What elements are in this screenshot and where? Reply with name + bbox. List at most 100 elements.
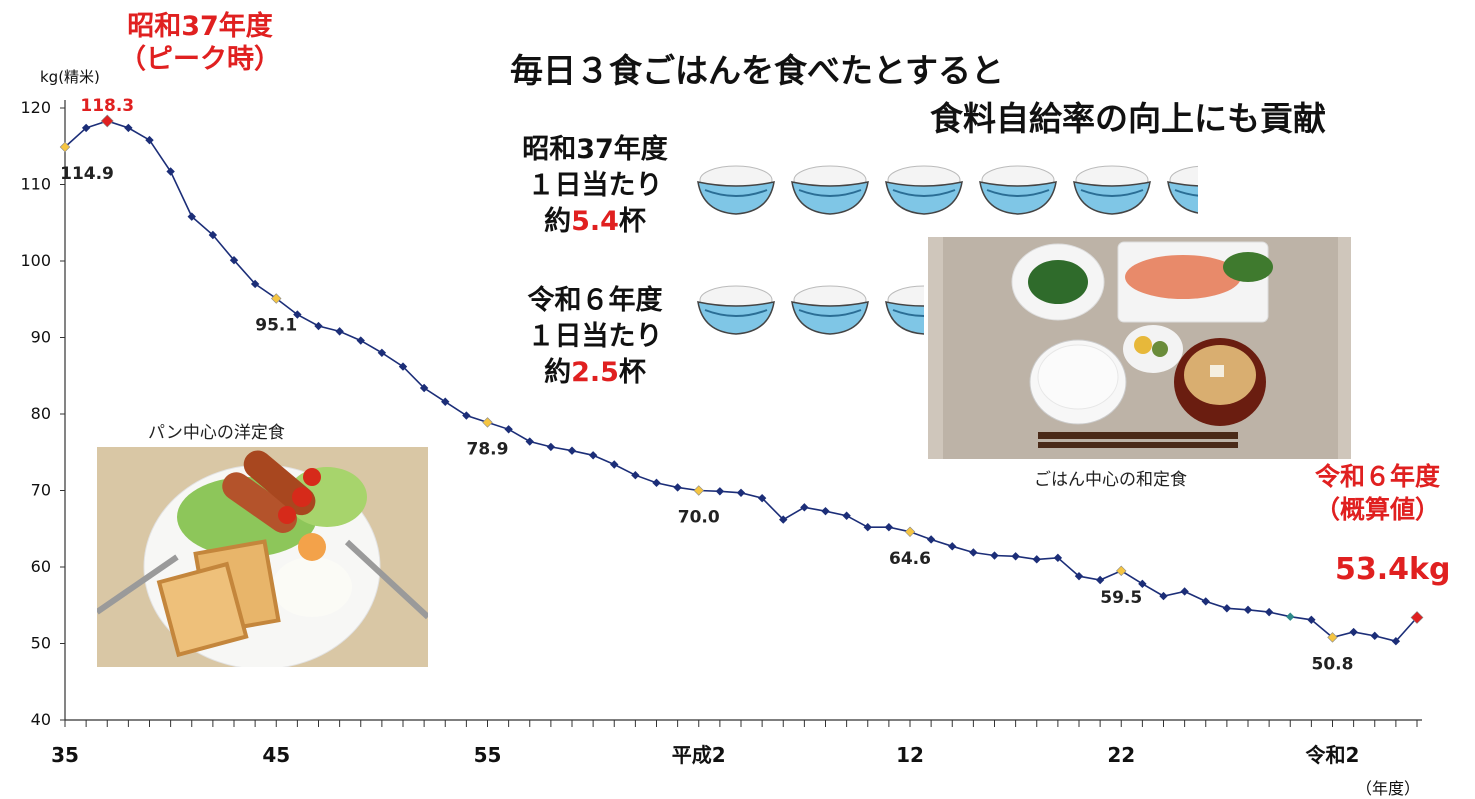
data-point — [314, 321, 323, 331]
data-point — [863, 523, 872, 532]
data-point — [990, 551, 999, 560]
data-point — [145, 135, 154, 145]
rice-bowl — [789, 280, 871, 340]
data-point — [736, 488, 746, 497]
stat-showa-amount: 5.4 — [571, 206, 619, 237]
rice-bowl-icon — [979, 165, 1057, 215]
data-point — [842, 511, 851, 520]
peak-label: 昭和37年度 （ピーク時） — [100, 10, 300, 76]
data-point — [1180, 587, 1189, 596]
data-point — [271, 293, 282, 304]
data-point — [166, 167, 175, 176]
y-tick-label: 80 — [31, 404, 51, 423]
latest-value: 53.4kg — [1335, 552, 1451, 587]
y-tick-label: 90 — [31, 328, 51, 347]
latest-label-year: 令和６年度 — [1314, 462, 1440, 491]
data-point — [419, 383, 429, 393]
x-axis-ticks: 35 45 55 平成2 12 22 令和2 — [51, 720, 1418, 767]
japanese-meal-photo — [928, 237, 1351, 459]
y-tick-label: 70 — [31, 481, 51, 500]
stat-reiwa: 令和６年度 １日当たり 約2.5杯 — [495, 283, 695, 391]
x-tick-label: 45 — [262, 743, 290, 767]
rice-bowl-icon — [697, 285, 775, 335]
peak-label-year: 昭和37年度 — [127, 11, 273, 42]
data-point — [398, 362, 408, 371]
data-point — [1327, 632, 1338, 643]
rice-bowl — [883, 280, 924, 340]
x-axis-unit: （年度） — [1355, 779, 1420, 798]
rice-bowl-icon — [697, 165, 775, 215]
data-point — [1011, 552, 1020, 561]
point-label: 114.9 — [60, 164, 114, 184]
data-point — [293, 310, 302, 319]
stat-reiwa-per-day: １日当たり — [527, 321, 663, 352]
rice-bowl-icon — [791, 165, 869, 215]
data-point — [59, 141, 71, 153]
data-point — [652, 478, 661, 488]
data-point — [1053, 553, 1063, 563]
data-point — [588, 451, 598, 460]
data-point — [969, 548, 978, 557]
x-tick-label: 55 — [474, 743, 502, 767]
chart-axes — [64, 100, 1422, 721]
stat-reiwa-year: 令和６年度 — [527, 285, 663, 316]
stat-showa-amount-line: 約5.4杯 — [544, 206, 646, 237]
rice-bowl-icon — [885, 165, 963, 215]
data-point — [250, 279, 260, 289]
rice-bowl — [695, 160, 777, 220]
data-point — [124, 123, 133, 133]
rice-bowl-icon — [1167, 165, 1198, 214]
stat-showa-per-day: １日当たり — [527, 170, 663, 201]
data-point — [462, 411, 471, 420]
point-label: 95.1 — [255, 315, 297, 335]
western-meal-caption: パン中心の洋定食 — [148, 423, 285, 443]
data-point — [821, 506, 830, 516]
x-tick-label: 平成2 — [672, 743, 726, 767]
data-point — [1116, 565, 1127, 577]
rice-bowl — [789, 160, 871, 220]
data-point — [100, 114, 114, 128]
rice-bowl — [977, 160, 1059, 220]
data-point — [1201, 597, 1210, 606]
data-point — [1095, 575, 1105, 585]
data-point — [904, 526, 916, 538]
data-markers — [59, 114, 1424, 646]
data-point — [610, 460, 619, 469]
data-point — [187, 212, 196, 221]
latest-label-note: （概算値） — [1314, 495, 1440, 524]
data-point — [631, 471, 640, 480]
data-point — [1349, 627, 1358, 637]
data-point — [779, 515, 788, 524]
data-point — [1286, 612, 1295, 621]
point-label: 59.5 — [1100, 588, 1142, 608]
data-point — [377, 348, 387, 357]
peak-label-note: （ピーク時） — [119, 44, 281, 75]
data-point — [800, 503, 809, 512]
data-point — [1264, 607, 1274, 617]
x-tick-label: 22 — [1107, 743, 1135, 767]
point-label: 118.3 — [80, 96, 134, 116]
y-tick-label: 110 — [20, 175, 51, 194]
data-point — [948, 542, 957, 551]
y-tick-label: 100 — [20, 251, 51, 270]
rice-bowl — [883, 160, 965, 220]
rice-bowl-icon — [1073, 165, 1151, 215]
x-tick-label: 12 — [896, 743, 924, 767]
data-point — [81, 123, 91, 133]
data-point — [546, 442, 556, 452]
data-point — [1410, 611, 1424, 624]
data-point — [1074, 571, 1084, 581]
point-label: 50.8 — [1312, 654, 1354, 674]
data-point — [441, 397, 450, 406]
headline-line2: 食料自給率の向上にも貢献 — [930, 99, 1326, 138]
data-point — [693, 485, 704, 496]
data-point — [208, 230, 218, 240]
data-point — [335, 327, 344, 336]
point-labels: 118.3 114.9 95.1 78.9 70.0 64.6 59.5 50.8 — [60, 96, 1353, 674]
data-point — [926, 535, 936, 544]
stat-showa-year: 昭和37年度 — [522, 134, 668, 165]
rice-bowl — [1071, 160, 1153, 220]
data-point — [567, 446, 577, 455]
data-point — [504, 425, 513, 434]
rice-bowl — [695, 280, 777, 340]
